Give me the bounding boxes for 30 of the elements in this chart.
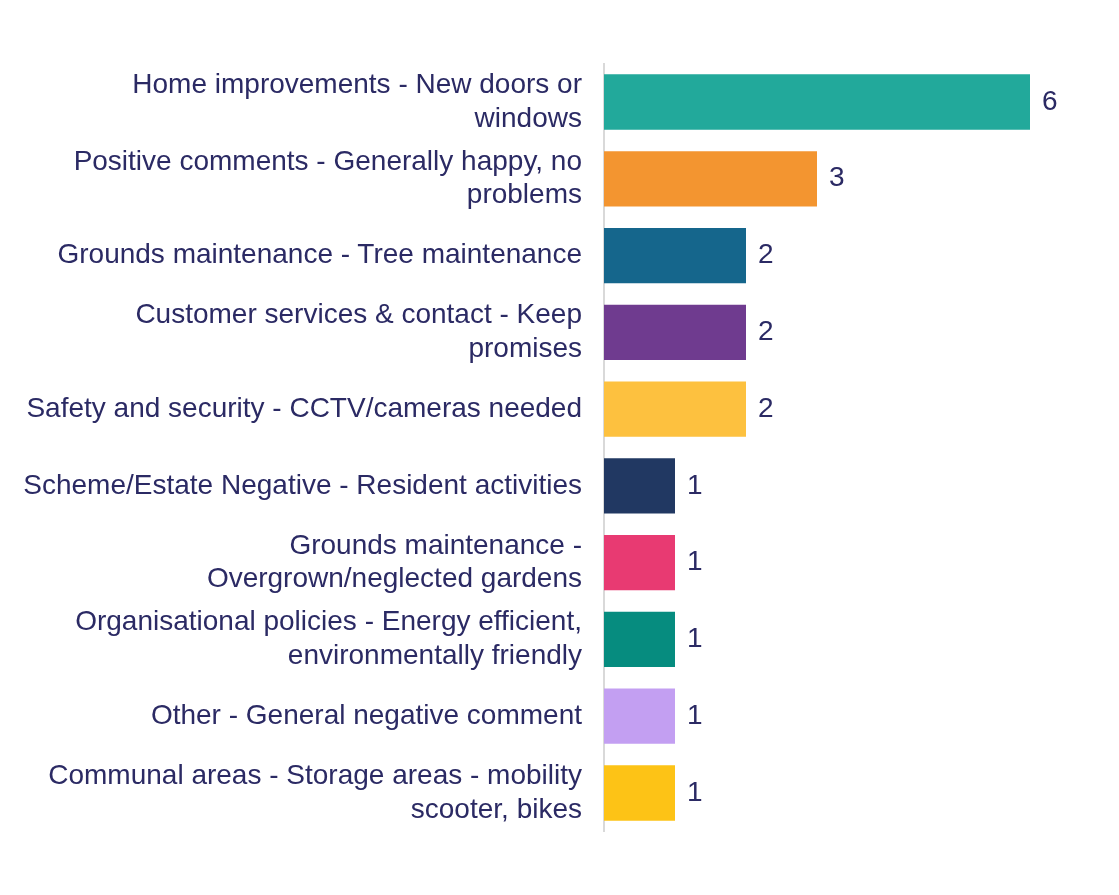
y-tick-label: Grounds maintenance - Overgrown/neglected gardens (206, 528, 582, 594)
data-label: 1 (687, 545, 703, 577)
y-tick-label: Communal areas - Storage areas - mobility scooter, bikes (48, 758, 582, 824)
bar (604, 151, 817, 207)
y-tick-label: Other - General negative comment (150, 698, 583, 730)
bar (604, 458, 675, 514)
y-tick-label: Safety and security - CCTV/cameras needed (26, 391, 582, 423)
y-tick-label: Positive comments - Generally happy, no problems (73, 144, 582, 210)
data-label: 2 (758, 391, 774, 423)
y-tick-label: Scheme/Estate Negative - Resident activities (23, 468, 582, 500)
y-tick-label: Grounds maintenance - Tree maintenance (57, 238, 582, 270)
bar (604, 304, 746, 360)
data-label: 1 (687, 698, 703, 730)
data-label: 1 (687, 775, 703, 807)
bar (604, 381, 746, 437)
bar (604, 688, 675, 744)
y-tick-label: Customer services & contact - Keep promises (135, 298, 582, 363)
y-tick-label: Organisational policies - Energy efficient, environmentally friendly (75, 605, 582, 670)
data-label: 6 (1042, 84, 1058, 116)
data-label: 2 (758, 238, 774, 270)
bar (604, 765, 675, 821)
bar (604, 611, 675, 668)
data-label: 2 (758, 315, 774, 347)
y-tick-label: Home improvements - New doors or windows (132, 67, 582, 133)
bar (604, 74, 1030, 130)
data-label: 3 (829, 161, 845, 193)
bar (604, 227, 746, 284)
bar (604, 535, 675, 591)
data-label: 1 (687, 468, 703, 500)
data-label: 1 (687, 622, 703, 654)
